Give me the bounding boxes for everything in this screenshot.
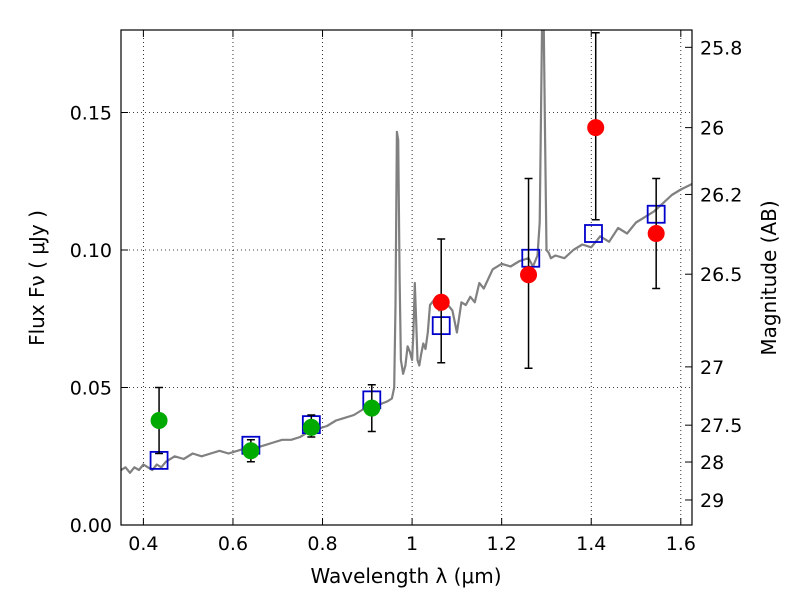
y-right-tick-label: 25.8 <box>700 37 742 59</box>
data-point-circle <box>432 293 450 311</box>
x-tick-label: 1 <box>406 533 418 555</box>
data-point-circle <box>150 412 168 429</box>
data-point-circle <box>363 399 381 417</box>
x-tick-label: 1.6 <box>666 533 696 555</box>
y-axis-label: Flux Fν ( μJy ) <box>25 210 49 346</box>
y-right-tick-label: 26.2 <box>700 184 742 206</box>
data-point-circle <box>587 119 605 137</box>
y-right-tick-label: 27 <box>700 357 724 379</box>
data-point-circle <box>242 442 260 460</box>
spectrum-line <box>121 30 692 474</box>
y-right-tick-label: 26.5 <box>700 264 742 286</box>
plot-area <box>121 30 692 474</box>
y-right-tick-label: 27.5 <box>700 415 742 437</box>
x-tick-label: 1.2 <box>487 533 517 555</box>
y-tick-label: 0.10 <box>70 240 112 262</box>
data-point-circle <box>520 266 538 284</box>
y-tick-label: 0.00 <box>70 515 112 537</box>
x-tick-label: 1.4 <box>576 533 606 555</box>
y-axis-right-label: Magnitude (AB) <box>757 200 781 355</box>
grid-lines <box>121 30 692 525</box>
model-point-square <box>584 224 603 243</box>
x-axis-label: Wavelength λ (μm) <box>310 564 501 588</box>
y-right-tick-label: 26 <box>700 118 724 140</box>
y-tick-label: 0.05 <box>70 378 112 400</box>
data-point-circle <box>647 225 665 242</box>
data-point-circle <box>302 418 320 436</box>
plot-frame <box>120 29 693 526</box>
y-right-tick-label: 28 <box>700 452 724 474</box>
x-tick-label: 0.6 <box>218 533 248 555</box>
y-right-tick-label: 29 <box>700 490 724 512</box>
ticks: 0.4 0.6 0.8 1 1.2 1.4 1.6 0.00 0.05 0.10 0.15 25.8 2… <box>70 30 742 555</box>
y-tick-label: 0.15 <box>70 103 112 125</box>
x-tick-label: 0.4 <box>128 533 158 555</box>
x-tick-label: 0.8 <box>307 533 337 555</box>
